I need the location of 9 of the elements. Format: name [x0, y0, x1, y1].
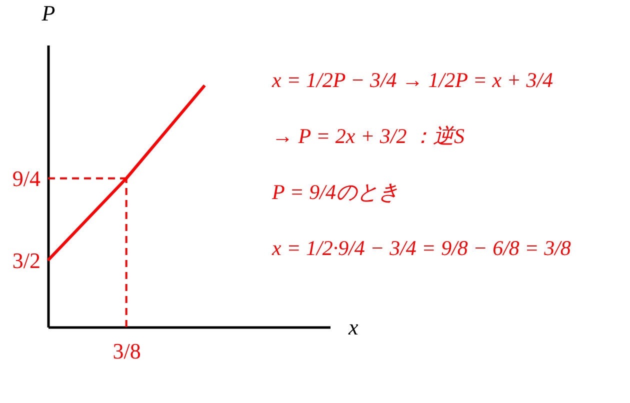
x-axis-title: x: [348, 314, 358, 340]
y-tick-label: 9/4: [12, 166, 40, 191]
x-tick-label: 3/8: [112, 338, 141, 364]
text: x = 1/2·9/4 − 3/4 = 9/8 − 6/8 = 3/8: [272, 235, 571, 262]
text: x = 1/2P − 3/4 → 1/2P = x + 3/4: [272, 67, 554, 94]
y-axis-title: P: [40, 0, 56, 26]
text: → P = 2x + 3/2 ：逆S: [272, 123, 466, 150]
text: P = 9/4のとき: [272, 179, 400, 206]
y-tick-label: 3/2: [12, 248, 40, 273]
